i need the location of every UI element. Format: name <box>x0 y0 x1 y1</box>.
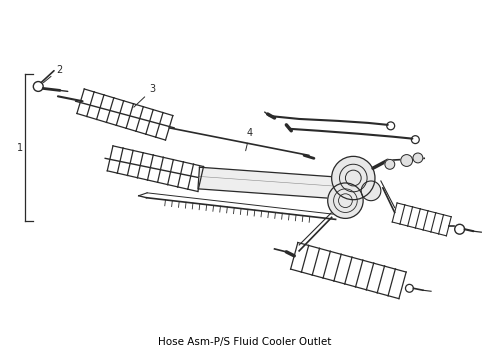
Circle shape <box>328 183 363 219</box>
Circle shape <box>332 156 375 200</box>
Text: 3: 3 <box>134 84 156 107</box>
Circle shape <box>413 153 423 163</box>
Text: 4: 4 <box>245 128 253 151</box>
Text: 2: 2 <box>43 65 62 83</box>
Text: Hose Asm-P/S Fluid Cooler Outlet: Hose Asm-P/S Fluid Cooler Outlet <box>158 337 332 347</box>
Text: 1: 1 <box>17 143 23 153</box>
Circle shape <box>401 154 413 166</box>
Circle shape <box>385 159 395 169</box>
Polygon shape <box>198 167 337 199</box>
Circle shape <box>361 181 381 201</box>
